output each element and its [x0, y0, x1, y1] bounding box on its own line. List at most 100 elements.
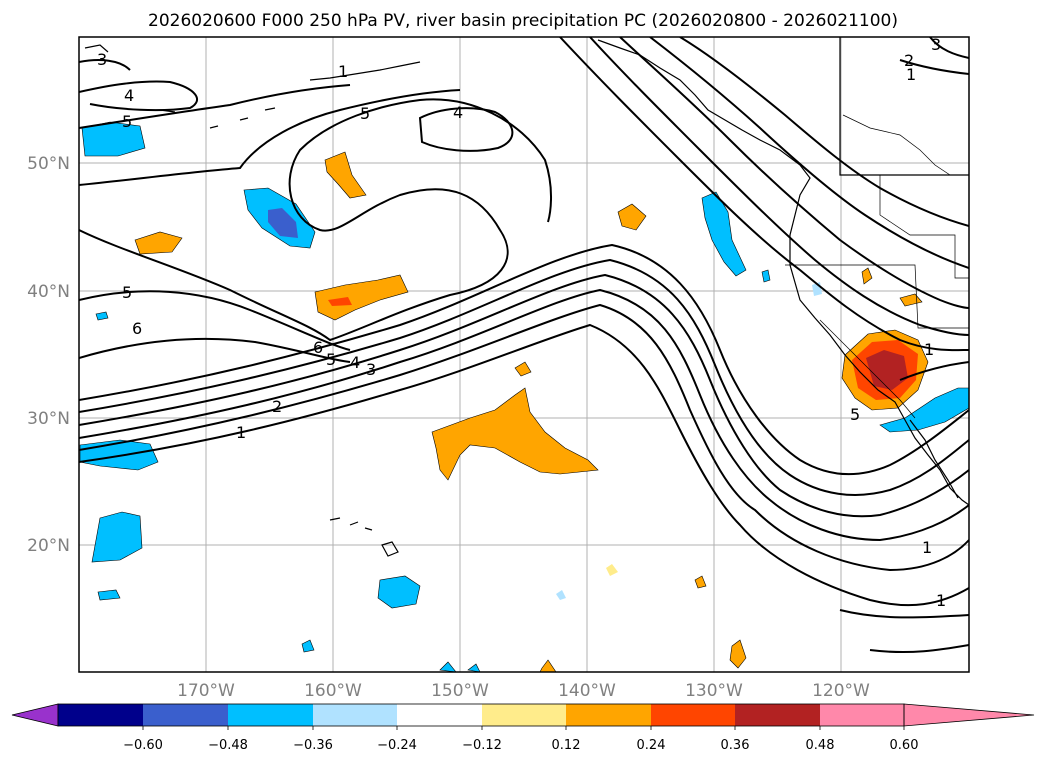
lat-label: 40°N [27, 282, 70, 302]
precip-blob [617, 203, 647, 231]
colorbar-segment [397, 704, 482, 726]
contour-label: 1 [936, 591, 946, 610]
precip-blob [95, 311, 109, 321]
pv-contour-ca [899, 361, 969, 381]
precip-core [268, 208, 298, 238]
precip-blob [879, 387, 969, 433]
precip-blob [97, 589, 121, 601]
pv-contour-1 [79, 323, 969, 607]
province-border [842, 114, 951, 176]
pv-contour-se [839, 609, 969, 654]
contour-label: 2 [904, 51, 914, 70]
lon-label: 170°W [177, 681, 235, 701]
baja-california [909, 419, 959, 499]
pv-contour-north [79, 80, 198, 112]
contour-label: 3 [931, 35, 941, 54]
colorbar-label: −0.36 [293, 738, 333, 753]
precip-blob [556, 590, 566, 600]
precip-peak-california [866, 350, 908, 390]
precip-blob [606, 564, 618, 576]
pv-contour-ne [899, 37, 969, 75]
colorbar-segment [228, 704, 313, 726]
map-background [79, 37, 969, 672]
precip-blob [439, 661, 457, 672]
pv-contour-ridge [649, 37, 969, 269]
pv-contour-6 [79, 243, 969, 476]
coastline-north-america [597, 39, 969, 506]
contour-label: 4 [350, 353, 360, 372]
pv-contour-2 [79, 303, 969, 572]
precip-blob [861, 267, 873, 285]
colorbar-segment [313, 704, 397, 726]
colorbar-segment [820, 704, 904, 726]
contour-label: 4 [124, 86, 134, 105]
colorbar-extend-high [903, 703, 1035, 727]
colorbar-segment [651, 704, 735, 726]
colorbar-label: 0.36 [721, 738, 750, 753]
contour-label: 1 [906, 65, 916, 84]
lon-label: 150°W [431, 681, 489, 701]
alaska-peninsula [309, 61, 421, 81]
colorbar-label: 0.48 [806, 738, 835, 753]
precip-blob [301, 639, 315, 653]
contour-labels: 3 4 5 1 5 4 2 3 1 5 6 6 5 4 3 2 1 1 5 1 [97, 35, 946, 610]
colorbar-extend-low [11, 703, 59, 727]
lat-label: 30°N [27, 409, 70, 429]
contour-label: 6 [313, 338, 323, 357]
longitude-labels: 170°W 160°W 150°W 140°W 130°W 120°W [177, 681, 870, 701]
lon-label: 160°W [304, 681, 362, 701]
colorbar-segment [566, 704, 651, 726]
precip-blob [314, 274, 409, 321]
lat-label: 20°N [27, 536, 70, 556]
coastlines [84, 37, 969, 557]
contour-label: 1 [924, 340, 934, 359]
precip-blob [431, 387, 599, 481]
pv-contour-trough [79, 98, 553, 342]
precip-blob [694, 575, 707, 589]
colorbar-segment [58, 704, 143, 726]
colorbar: −0.60 −0.48 −0.36 −0.24 −0.12 0.12 0.24 … [11, 703, 1035, 753]
precip-blob [134, 231, 183, 255]
precip-blob [81, 121, 146, 157]
pv-contours [79, 37, 969, 654]
pv-contour-north [79, 84, 351, 129]
contour-label: 6 [132, 319, 142, 338]
colorbar-label: −0.48 [208, 738, 248, 753]
precip-blob [729, 639, 747, 669]
colorbar-label: 0.12 [552, 738, 581, 753]
hawaii [329, 517, 399, 557]
state-borders [879, 175, 969, 279]
pv-contour-ridge [619, 37, 969, 309]
precip-positive-regions [134, 151, 929, 672]
lon-label: 120°W [812, 681, 870, 701]
pv-contour-3 [79, 288, 969, 542]
aleutian-islands [84, 44, 109, 53]
precip-blob [514, 361, 532, 377]
pv-contour-4 [79, 273, 969, 518]
precip-blob [91, 511, 143, 563]
contour-label: 3 [366, 360, 376, 379]
precip-blob [539, 659, 557, 672]
contour-label: 5 [326, 350, 336, 369]
colorbar-segment [735, 704, 820, 726]
lon-label: 130°W [685, 681, 743, 701]
contour-label: 2 [272, 397, 282, 416]
colorbar-frame [57, 703, 905, 727]
pv-contour-ridge [679, 37, 969, 227]
map-area: 3 4 5 1 5 4 2 3 1 5 6 6 5 4 3 2 1 1 5 1 [78, 35, 970, 673]
contour-label: 1 [236, 423, 246, 442]
pv-contour-trough [79, 290, 351, 351]
precip-blob [324, 151, 367, 199]
pv-contour-north [79, 59, 131, 71]
contour-label: 5 [360, 104, 370, 123]
colorbar-label: −0.24 [377, 738, 417, 753]
contour-label: 5 [122, 283, 132, 302]
pv-contour-cutoff [418, 107, 514, 152]
pv-contour-north [79, 89, 461, 186]
contour-label: 1 [922, 538, 932, 557]
state-borders [785, 264, 969, 329]
map-frame [78, 36, 970, 673]
lon-label: 140°W [558, 681, 616, 701]
pv-contour-ridge [589, 37, 969, 336]
